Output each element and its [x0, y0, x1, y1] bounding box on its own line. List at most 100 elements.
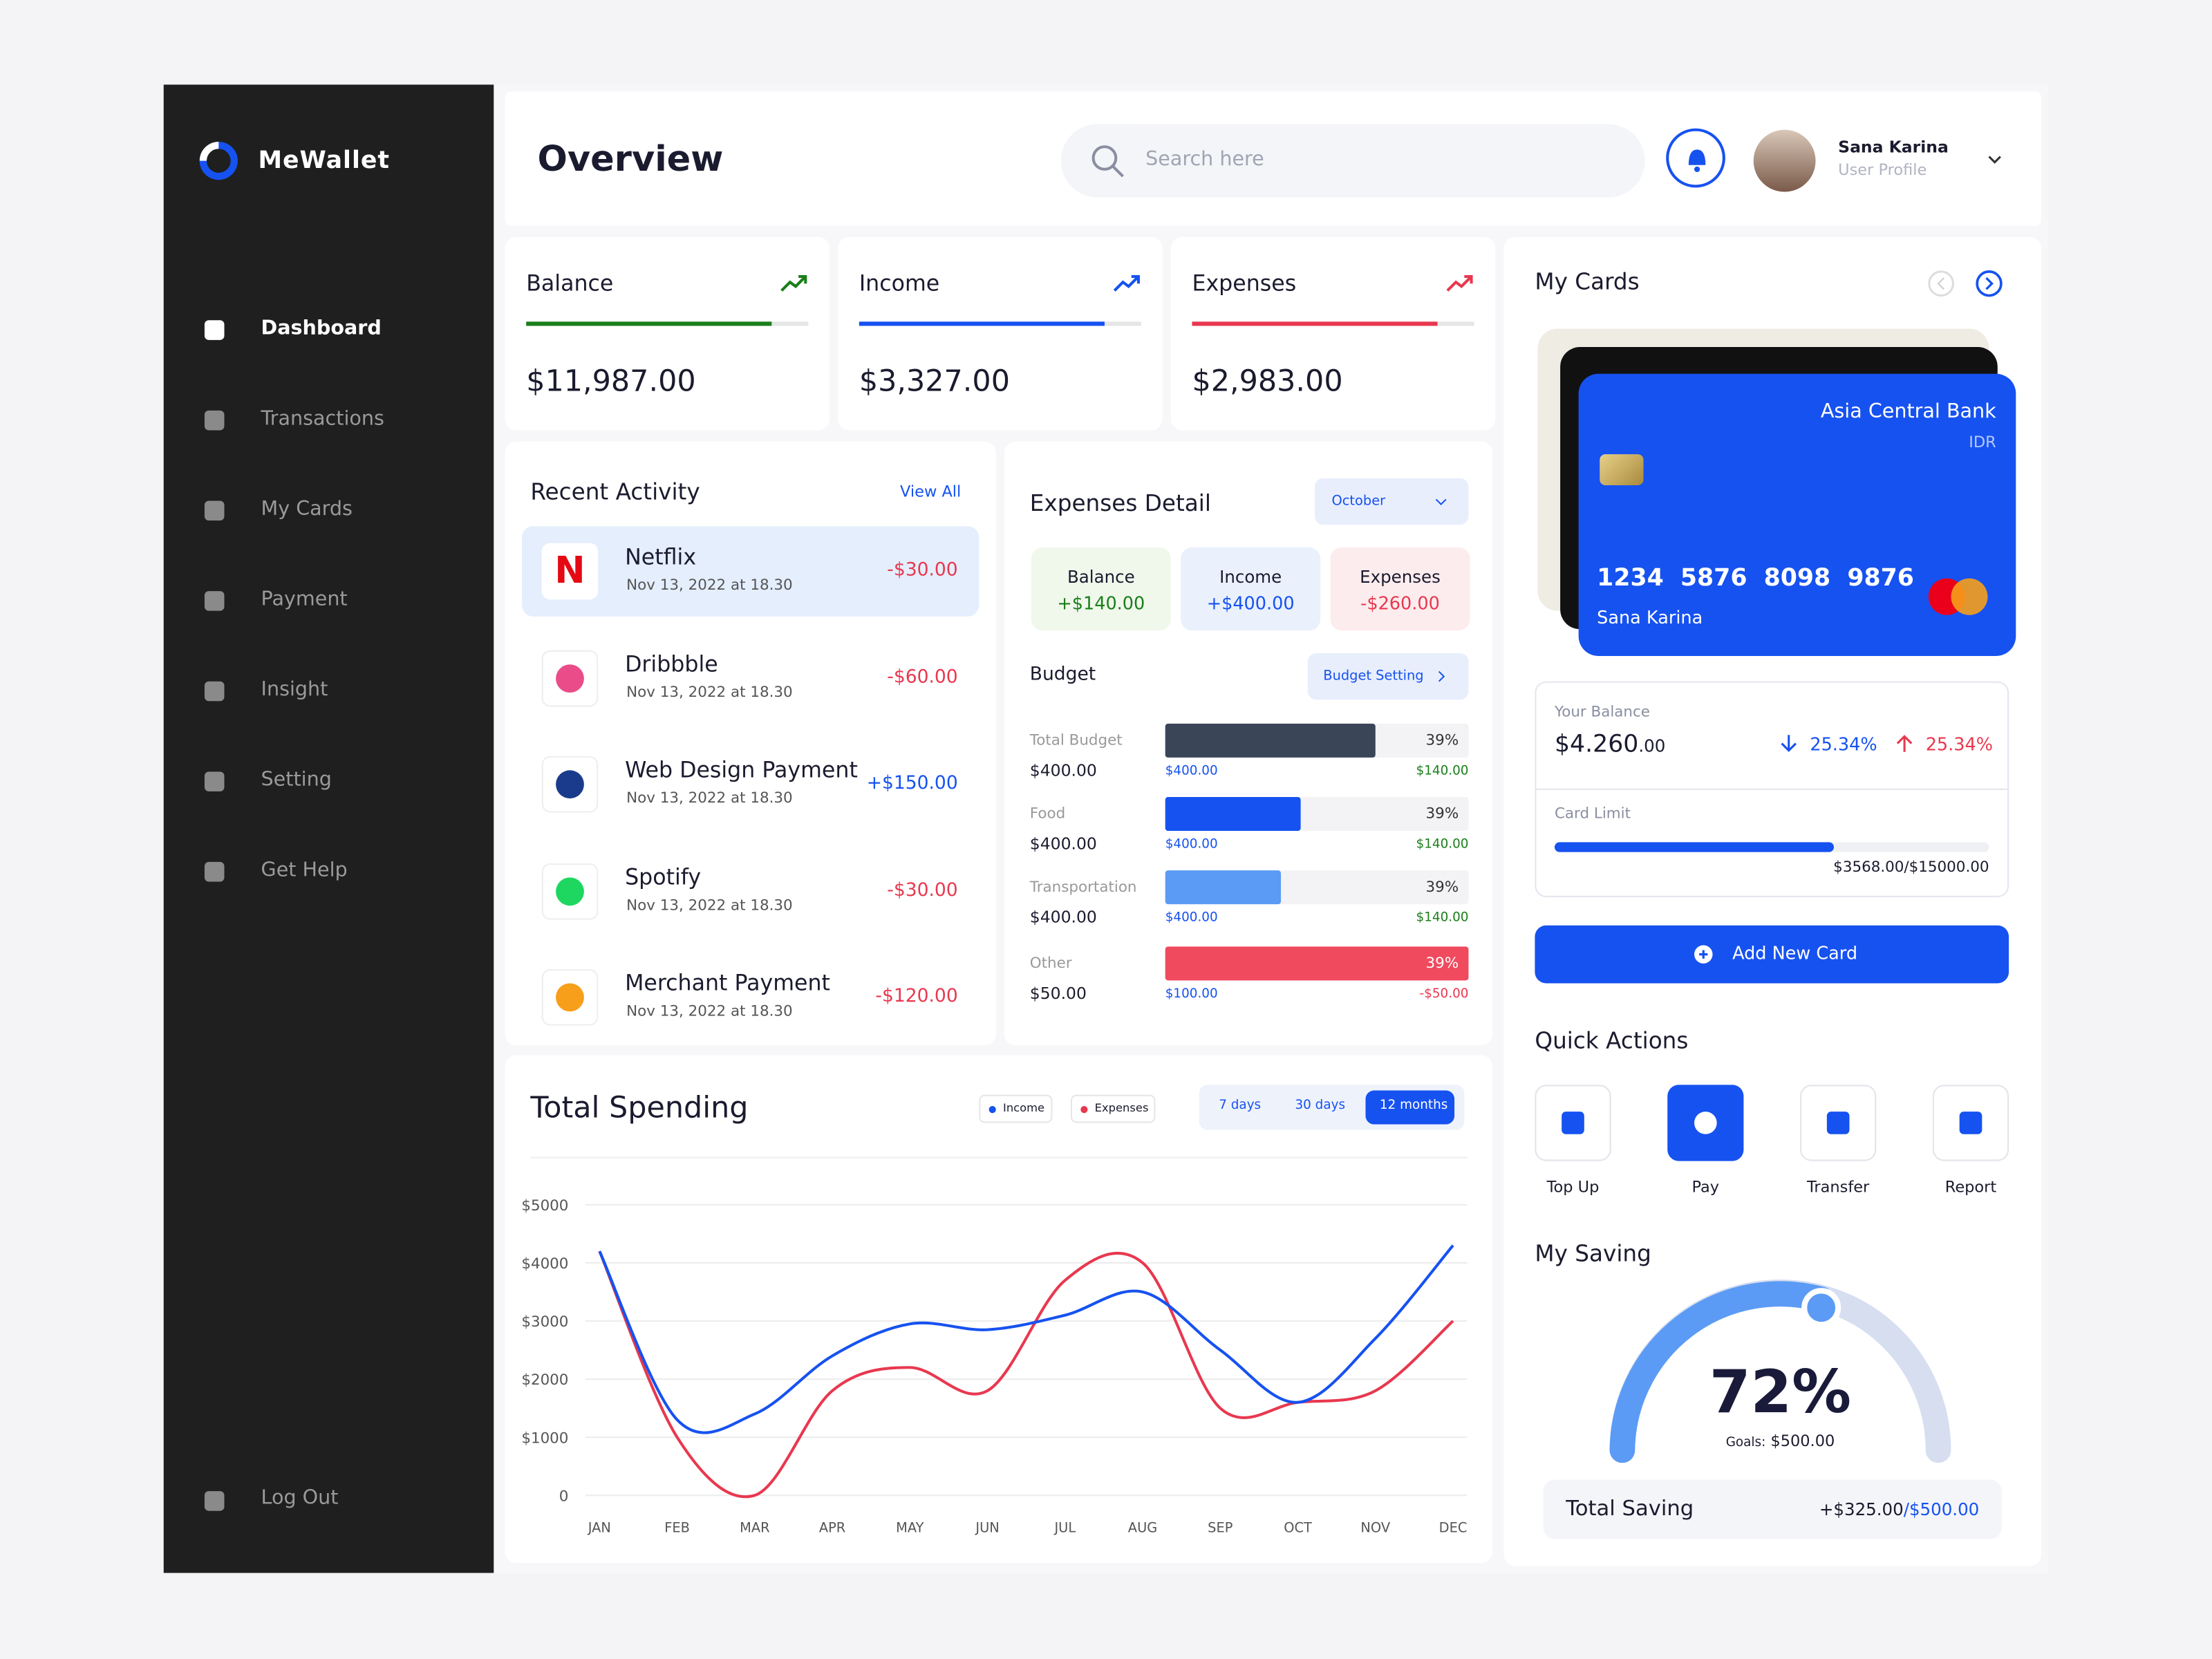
budget-fill [1165, 797, 1301, 832]
expenses-detail-title: Expenses Detail [1029, 489, 1211, 516]
x-tick-label: MAR [740, 1519, 769, 1535]
stat-card [838, 236, 1163, 431]
x-tick-label: OCT [1284, 1519, 1312, 1535]
y-tick-label: $1000 [521, 1430, 568, 1447]
gauge-knob [1801, 1288, 1841, 1328]
total-saving-label: Total Saving [1566, 1495, 1694, 1521]
goal-value: $500.00 [1770, 1432, 1835, 1450]
menu-item[interactable]: Payment [261, 588, 348, 611]
bell-icon [1688, 149, 1706, 172]
budget-label: Transportation [1029, 879, 1137, 896]
user-role: User Profile [1838, 160, 1927, 180]
total-saving-amount: +$325.00 [1819, 1499, 1904, 1519]
menu-item[interactable]: Dashboard [261, 317, 382, 340]
activity-amount: -$30.00 [887, 560, 958, 581]
budget-percent: 39% [1425, 805, 1459, 823]
summary-label: Expenses [1360, 567, 1441, 587]
spending-panel [505, 1055, 1493, 1564]
budget-setting-button[interactable] [1307, 653, 1469, 700]
avatar[interactable] [1753, 129, 1816, 192]
total-saving-box [1543, 1479, 2002, 1539]
summary-value: -$260.00 [1360, 592, 1440, 614]
budget-left: $400.00 [1165, 765, 1218, 779]
notification-button[interactable] [1666, 128, 1725, 188]
legend-label: Expenses [1094, 1101, 1149, 1115]
user-dropdown[interactable] [1986, 153, 2003, 165]
my-cards-title: My Cards [1535, 268, 1640, 295]
trend-line [780, 274, 807, 292]
card-brand-logo [1928, 578, 1988, 615]
budget-amount: $400.00 [1029, 834, 1097, 854]
page-title: Overview [537, 138, 724, 180]
balance-cents: .00 [1638, 736, 1666, 756]
trend-line [1446, 274, 1473, 292]
budget-left: $400.00 [1165, 911, 1218, 926]
y-tick-label: 0 [559, 1488, 569, 1505]
goal-label: Goals: [1725, 1436, 1766, 1450]
action-button[interactable] [1535, 1085, 1611, 1161]
x-tick-label: FEB [664, 1519, 690, 1535]
logout[interactable]: Log Out [261, 1487, 339, 1510]
stat-value: $11,987.00 [526, 364, 696, 398]
balance-label: Your Balance [1554, 704, 1651, 721]
menu-item[interactable]: Setting [261, 769, 332, 791]
balance: $4.260.00 [1555, 731, 1665, 759]
view-all[interactable]: View All [900, 482, 962, 501]
card-bank: Asia Central Bank [1820, 400, 1996, 424]
menu-item[interactable]: My Cards [261, 498, 353, 521]
activity-date: Nov 13, 2022 at 18.30 [626, 896, 793, 914]
summary-box [1031, 547, 1171, 631]
card-chip [1600, 454, 1644, 486]
down-arrow [1781, 735, 1797, 752]
legend-label: Income [1003, 1101, 1045, 1115]
y-tick-label: $4000 [521, 1255, 568, 1273]
range-option[interactable]: 30 days [1295, 1098, 1346, 1114]
action-icon [1959, 1112, 1983, 1134]
search-box[interactable] [1060, 124, 1645, 198]
menu-icon [204, 861, 225, 882]
divider [530, 1156, 1468, 1159]
budget-fill [1165, 946, 1469, 981]
menu-icon [204, 500, 225, 521]
spending-chart: 0 $1000 $2000 $3000 $4000 $5000 JAN FEB MAR APR MA… [521, 1197, 1468, 1535]
range-option[interactable]: 7 days [1219, 1098, 1262, 1114]
menu-item[interactable]: Transactions [261, 407, 384, 431]
activity-logo-mark [556, 983, 584, 1012]
action-label: Transfer [1807, 1178, 1870, 1197]
stat-value: $3,327.00 [859, 364, 1010, 398]
balance-amount: $4.260 [1554, 731, 1639, 759]
card-number: 1234 5876 8098 9876 [1597, 564, 1914, 593]
budget-title: Budget [1029, 664, 1096, 686]
stat-card [505, 236, 830, 431]
budget-fill [1165, 723, 1376, 758]
activity-amount: +$150.00 [866, 773, 958, 794]
add-card-button[interactable] [1535, 925, 2009, 984]
activity-name: Netflix [625, 544, 697, 570]
card-nav[interactable] [1927, 268, 2006, 299]
budget-percent: 39% [1425, 955, 1459, 973]
stat-label: Balance [526, 270, 614, 297]
menu-item[interactable]: Insight [261, 678, 328, 702]
activity-amount: -$120.00 [875, 986, 958, 1008]
action-icon [1694, 1112, 1717, 1134]
month-chevron [1435, 498, 1447, 506]
budget-right: $140.00 [1416, 911, 1469, 926]
summary-label: Balance [1067, 567, 1135, 587]
action-label: Report [1944, 1178, 1997, 1197]
limit-label: Card Limit [1554, 805, 1631, 823]
gauge-fill [1609, 1281, 1835, 1463]
budget-fill [1165, 870, 1282, 905]
menu-item[interactable]: Get Help [261, 859, 348, 882]
budget-chevron [1438, 671, 1445, 682]
budget-setting-label: Budget Setting [1323, 668, 1424, 684]
range-option[interactable]: 12 months [1379, 1098, 1448, 1114]
action-icon [1826, 1112, 1850, 1134]
limit-value: $3568.00/$15000.00 [1833, 859, 1989, 877]
series-line [598, 1244, 1454, 1434]
activity-name: Spotify [625, 863, 702, 890]
brand-logo [199, 142, 238, 180]
saving-goal: Goals: $500.00 [1594, 1432, 1967, 1450]
range-active[interactable] [1365, 1090, 1455, 1125]
